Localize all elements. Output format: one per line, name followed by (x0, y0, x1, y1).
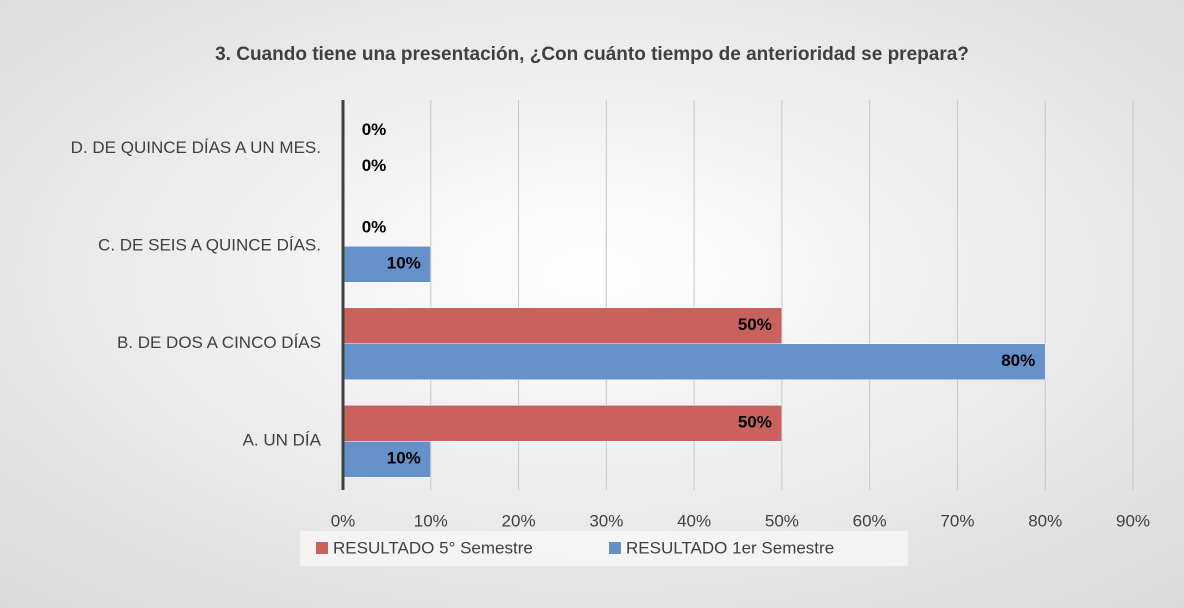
data-label: 50% (738, 413, 772, 432)
x-tick-label: 0% (331, 511, 356, 530)
y-tick-label: D. DE QUINCE DÍAS A UN MES. (71, 138, 321, 157)
legend-swatch (609, 542, 621, 554)
x-tick-label: 60% (853, 511, 887, 530)
bar (342, 441, 432, 478)
data-label: 10% (387, 254, 421, 273)
data-label: 50% (738, 315, 772, 334)
bar (342, 343, 1046, 380)
legend-swatch (316, 542, 328, 554)
bar (342, 246, 432, 283)
x-tick-label: 90% (1116, 511, 1150, 530)
data-label: 80% (1001, 351, 1035, 370)
y-tick-label: C. DE SEIS A QUINCE DÍAS. (98, 236, 321, 255)
legend-label: RESULTADO 5° Semestre (333, 538, 533, 557)
legend-box (300, 531, 908, 566)
x-tick-label: 70% (940, 511, 974, 530)
data-label: 0% (362, 156, 387, 175)
data-label: 0% (362, 218, 387, 237)
x-tick-label: 10% (414, 511, 448, 530)
data-label: 10% (387, 449, 421, 468)
y-tick-label: B. DE DOS A CINCO DÍAS (117, 333, 321, 352)
x-tick-label: 80% (1028, 511, 1062, 530)
chart-title: 3. Cuando tiene una presentación, ¿Con c… (215, 44, 969, 65)
bar (342, 307, 783, 344)
y-tick-label: A. UN DÍA (243, 431, 322, 450)
bar (342, 405, 783, 442)
x-tick-label: 50% (765, 511, 799, 530)
x-tick-label: 20% (502, 511, 536, 530)
x-tick-label: 30% (589, 511, 623, 530)
data-label: 0% (362, 120, 387, 139)
x-tick-label: 40% (677, 511, 711, 530)
legend-label: RESULTADO 1er Semestre (626, 538, 834, 557)
